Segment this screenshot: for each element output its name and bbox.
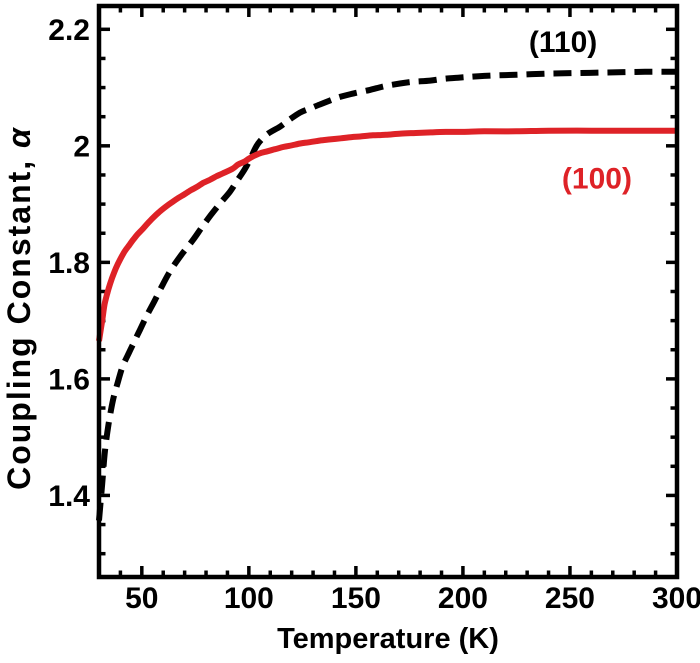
- series-layer: [96, 68, 678, 521]
- y-axis-title: Coupling Constant, α: [1, 126, 37, 490]
- x-axis-tick-label: 250: [545, 582, 595, 615]
- curve-label-100: (100): [562, 162, 632, 195]
- x-axis-tick-label: 50: [125, 582, 158, 615]
- y-axis-title-text: Coupling Constant,: [1, 148, 37, 490]
- y-axis-tick-label: 2: [73, 130, 90, 163]
- y-axis-tick-label: 2.2: [48, 14, 90, 47]
- y-axis-tick-label: 1.8: [48, 247, 90, 280]
- series-100-curve: [96, 127, 677, 342]
- x-axis-title: Temperature (K): [277, 623, 499, 655]
- x-axis-tick-label: 100: [224, 582, 274, 615]
- x-axis-tick-label: 150: [331, 582, 381, 615]
- tick-labels-layer: 50 100 150 200 250 300 1.4 1.6 1.8 2 2.2: [48, 14, 700, 615]
- x-axis-tick-label: 300: [652, 582, 700, 615]
- y-axis-tick-label: 1.6: [48, 363, 90, 396]
- alpha-symbol: α: [1, 126, 37, 148]
- curve-label-110: (110): [529, 26, 597, 59]
- ticks-layer: [99, 6, 679, 577]
- plot-frame: [96, 3, 680, 580]
- annotations-layer: (110) (100): [529, 26, 632, 195]
- series-110-curve: [96, 68, 678, 521]
- y-axis-tick-label: 1.4: [48, 480, 90, 513]
- x-axis-tick-label: 200: [438, 582, 488, 615]
